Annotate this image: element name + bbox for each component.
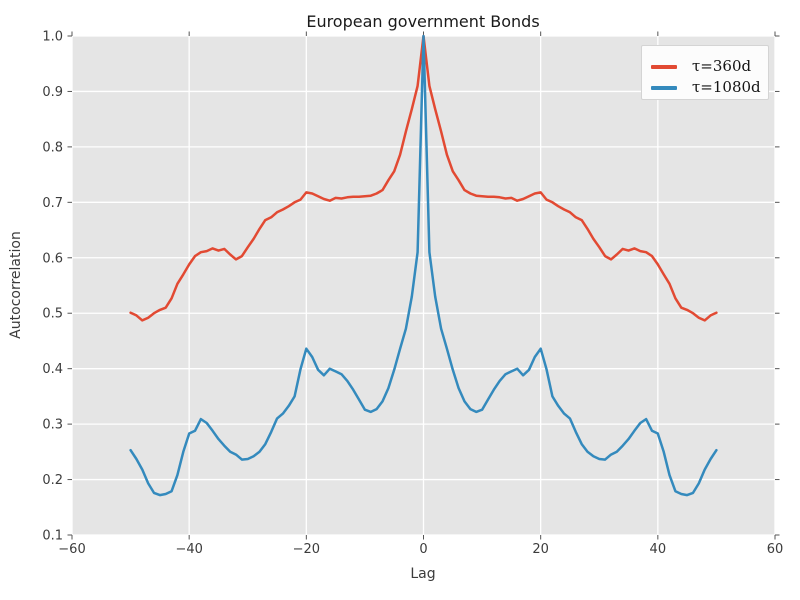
x-tick-label: −20 bbox=[293, 542, 320, 557]
x-tick-label: 60 bbox=[767, 542, 784, 557]
y-tick-label: 0.4 bbox=[42, 362, 63, 377]
data-series bbox=[129, 34, 718, 497]
legend-label: τ=360d bbox=[692, 57, 752, 75]
legend: τ=360d τ=1080d bbox=[641, 45, 769, 100]
y-tick-label: 0.1 bbox=[42, 529, 63, 544]
legend-label: τ=1080d bbox=[692, 78, 761, 96]
x-tick-label: 40 bbox=[650, 542, 667, 557]
y-tick-label: 0.5 bbox=[42, 307, 63, 322]
y-tick-label: 0.7 bbox=[42, 196, 63, 211]
tick-labels: −60 −40 −20 0 20 40 60 0.1 0.2 0.3 0.4 0.5 0.6 0.7 0.8… bbox=[42, 30, 783, 558]
x-tick-label: −60 bbox=[58, 542, 85, 557]
x-axis-label: Lag bbox=[410, 566, 435, 582]
red-line-swatch bbox=[651, 64, 677, 69]
chart-title: European government Bonds bbox=[306, 12, 539, 31]
y-tick-label: 0.2 bbox=[42, 473, 63, 488]
y-tick-label: 0.9 bbox=[42, 85, 63, 100]
y-axis-label: Autocorrelation bbox=[8, 231, 24, 339]
legend-item: τ=360d bbox=[651, 56, 768, 77]
y-tick-label: 0.6 bbox=[42, 251, 63, 266]
x-tick-label: 20 bbox=[532, 542, 549, 557]
y-tick-label: 0.3 bbox=[42, 418, 63, 433]
tick-marks bbox=[67, 31, 780, 540]
blue-line-swatch bbox=[651, 85, 677, 90]
legend-item: τ=1080d bbox=[651, 77, 768, 98]
x-tick-label: −40 bbox=[175, 542, 202, 557]
series-line-1 bbox=[129, 34, 718, 497]
y-tick-label: 0.8 bbox=[42, 140, 63, 155]
x-tick-label: 0 bbox=[419, 542, 427, 557]
y-tick-label: 1.0 bbox=[42, 30, 63, 45]
